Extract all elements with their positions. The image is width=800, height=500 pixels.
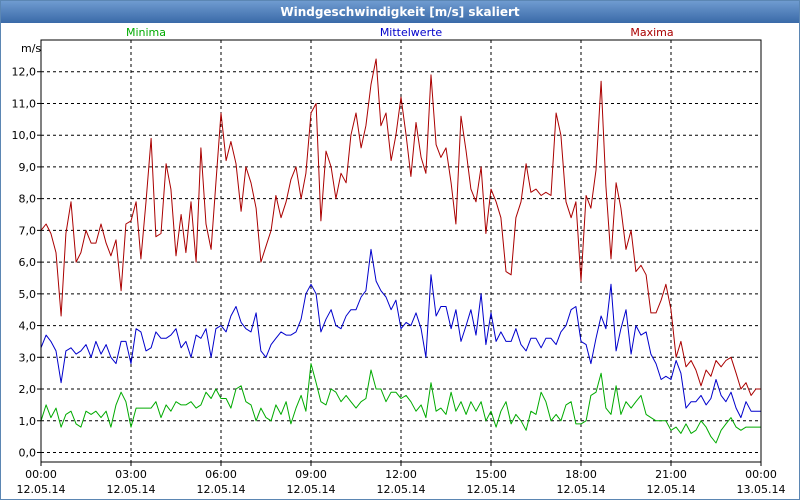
y-axis-ticks: 0,0 1,0 2,0 3,0 4,0 5,0 6,0 7,0 8,0 9,0 10,0 11,0 12…	[12, 66, 41, 459]
x-tick-time: 06:00	[205, 468, 237, 481]
y-tick-label: 4,0	[19, 320, 37, 333]
y-tick-label: 10,0	[12, 129, 37, 142]
y-tick-label: 9,0	[19, 161, 37, 174]
x-tick-time: 00:00	[25, 468, 57, 481]
y-tick-label: 3,0	[19, 351, 37, 364]
x-tick-date: 12.05.14	[197, 483, 246, 496]
x-axis-ticks: 00:00 12.05.14 03:00 12.05.14 06:00 12.05.14 0…	[17, 462, 786, 496]
y-tick-label: 5,0	[19, 288, 37, 301]
x-tick-date: 12.05.14	[557, 483, 606, 496]
x-tick-time: 18:00	[565, 468, 597, 481]
y-tick-label: 1,0	[19, 415, 37, 428]
x-tick-date: 12.05.14	[647, 483, 696, 496]
y-tick-label: 7,0	[19, 224, 37, 237]
x-tick-time: 00:00	[745, 468, 777, 481]
grid	[41, 40, 761, 462]
x-tick-date: 12.05.14	[287, 483, 336, 496]
x-tick-time: 09:00	[295, 468, 327, 481]
y-tick-label: 0,0	[19, 446, 37, 459]
y-tick-label: 6,0	[19, 256, 37, 269]
legend-item-minima: Minima	[126, 26, 166, 39]
legend-item-mittelwerte: Mittelwerte	[380, 26, 443, 39]
x-tick-date: 12.05.14	[377, 483, 426, 496]
x-tick-time: 21:00	[655, 468, 687, 481]
y-tick-label: 11,0	[12, 97, 37, 110]
legend: Minima Mittelwerte Maxima	[126, 26, 674, 39]
x-tick-date: 12.05.14	[107, 483, 156, 496]
x-tick-time: 03:00	[115, 468, 147, 481]
legend-item-maxima: Maxima	[630, 26, 673, 39]
x-tick-date: 12.05.14	[17, 483, 66, 496]
y-axis-label: m/s	[21, 42, 41, 55]
series-line-mittelwerte	[40, 248, 761, 419]
y-tick-label: 12,0	[12, 66, 37, 79]
chart: m/s 0,0 1,0 2,0 3,0 4,0 5,0 6,0 7,0 8,0 9,0 10,0 11…	[12, 26, 786, 496]
y-tick-label: 8,0	[19, 193, 37, 206]
x-tick-date: 13.05.14	[737, 483, 786, 496]
window-title: Windgeschwindigkeit [m/s] skaliert	[1, 1, 799, 23]
x-tick-time: 15:00	[475, 468, 507, 481]
y-tick-label: 2,0	[19, 383, 37, 396]
x-tick-time: 12:00	[385, 468, 417, 481]
series-line-minima	[40, 363, 761, 444]
series-line-maxima	[40, 58, 761, 396]
series-layer	[40, 58, 761, 444]
x-tick-date: 12.05.14	[467, 483, 516, 496]
